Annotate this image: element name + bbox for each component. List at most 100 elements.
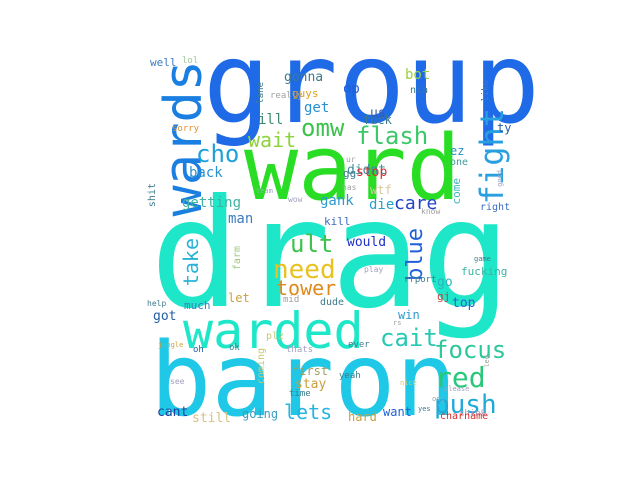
word-time: time <box>289 389 311 399</box>
word-charname: charname <box>440 411 489 422</box>
word-shit: shit <box>147 183 158 208</box>
word-kill: kill <box>324 215 351 228</box>
word-gg: gg <box>343 167 357 180</box>
word-blue: blue <box>403 228 428 281</box>
word-has: has <box>342 183 357 192</box>
word-ur: ur <box>346 155 356 164</box>
word-gonna: gonna <box>284 70 324 85</box>
word-going: going <box>242 407 279 421</box>
word-lets: lets <box>284 400 333 424</box>
word-see: see <box>170 377 185 386</box>
word-fuck: fuck <box>363 113 392 127</box>
word-die: die <box>369 197 395 213</box>
word-right: right <box>480 202 511 213</box>
word-win: win <box>398 308 420 322</box>
word-one: one <box>450 157 469 168</box>
word-back: back <box>189 165 223 181</box>
word-nice: nice <box>400 379 417 387</box>
word-drag: drag <box>150 168 512 342</box>
word-push: push <box>434 390 497 420</box>
word-flash: flash <box>356 122 429 150</box>
word-nia: nia <box>410 85 429 96</box>
word-cho: cho <box>196 140 240 168</box>
word-bot: bot <box>405 67 431 83</box>
word-ok: ok <box>229 343 240 353</box>
word-led: led <box>483 355 491 368</box>
word-didnt: didnt <box>347 163 387 178</box>
word-fucking: fucking <box>461 265 508 278</box>
word-ez: ez <box>450 144 465 158</box>
word-rrport: rrport <box>404 275 437 285</box>
word-omw: omw <box>301 114 345 142</box>
word-group: group <box>203 19 541 149</box>
word-ill: ill <box>258 112 284 128</box>
word-guys: guys <box>292 87 319 100</box>
word-baron: baron <box>150 321 458 440</box>
word-well: well <box>150 56 177 69</box>
word-plz: plz <box>266 331 285 342</box>
word-top: top <box>452 296 476 311</box>
word-really: really <box>270 91 303 101</box>
word-care: care <box>394 193 438 214</box>
word-oh: oh <box>193 345 204 355</box>
word-know: know <box>421 207 441 216</box>
word-hard: hard <box>348 410 377 424</box>
word-wards: wards <box>154 60 214 217</box>
word-stop: stop <box>356 165 388 180</box>
word-ong: ong <box>432 395 445 403</box>
word-let: let <box>228 291 250 305</box>
word-good: good <box>496 170 504 187</box>
word-wow: wow <box>288 195 303 204</box>
word-mid: mid <box>283 295 300 305</box>
word-wait: wait <box>248 128 297 152</box>
word-coming: coming <box>256 348 267 385</box>
word-game: game <box>474 255 491 263</box>
word-cait: cait <box>380 324 438 352</box>
word-rs: rs <box>393 319 402 327</box>
word-farm: farm <box>232 246 243 271</box>
word-ty: ty <box>497 121 512 135</box>
word-got: got <box>153 309 177 324</box>
word-us: us <box>370 106 386 121</box>
word-lol: lol <box>182 56 199 66</box>
word-like: like <box>481 80 491 102</box>
word-need: need <box>273 255 336 285</box>
word-stay: stay <box>295 377 327 392</box>
word-first: first <box>292 364 329 378</box>
word-want: want <box>383 405 412 419</box>
word-getting: getting <box>182 195 242 211</box>
word-help: help <box>147 299 167 308</box>
word-cant: cant <box>157 405 189 420</box>
word-sorry: sorry <box>172 124 200 134</box>
word-dude: dude <box>320 297 345 308</box>
word-think: think <box>459 409 487 419</box>
word-team: team <box>256 187 273 195</box>
word-ward: ward <box>244 116 461 221</box>
word-wtf: wtf <box>370 183 392 197</box>
word-still: still <box>192 411 232 426</box>
word-yes: yes <box>418 405 431 413</box>
word-would: would <box>347 235 387 250</box>
word-go: go <box>437 275 453 290</box>
word-gank: gank <box>320 193 354 209</box>
word-op: op <box>343 81 360 97</box>
word-get: get <box>304 100 330 116</box>
word-please: please <box>444 385 470 393</box>
word-focus: focus <box>434 336 507 364</box>
word-jungle: jungle <box>158 341 184 349</box>
word-play: play <box>364 265 384 274</box>
word-ult: ult <box>290 230 334 258</box>
word-red: red <box>435 361 486 394</box>
word-thats: thats <box>286 345 314 355</box>
word-man: man <box>228 211 254 227</box>
word-yeah: yeah <box>339 371 361 381</box>
word-come: come <box>450 178 463 205</box>
word-gj: gj <box>437 290 451 303</box>
word-lane: lane <box>256 82 266 104</box>
word-much: much <box>184 299 211 312</box>
word-take: take <box>179 238 203 287</box>
word-tower: tower <box>276 276 337 300</box>
word-warded: warded <box>183 302 364 360</box>
word-ever: ever <box>348 340 370 350</box>
